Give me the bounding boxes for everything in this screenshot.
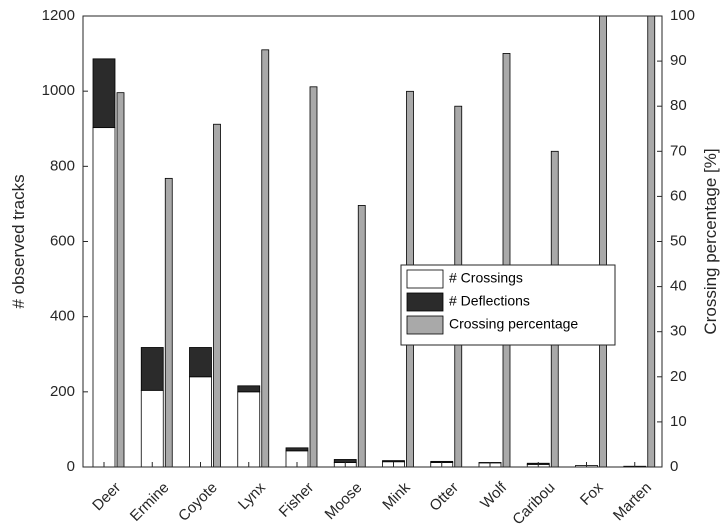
- y-right-tick-label: 10: [670, 413, 687, 430]
- x-tick-label: Lynx: [235, 479, 269, 513]
- y-tick-label: 1000: [42, 82, 75, 99]
- bar-crossings-lynx: [237, 391, 261, 468]
- bar-crossings-deer: [92, 127, 116, 468]
- bar-crossings-coyote: [189, 376, 212, 468]
- y-tick-label: 400: [50, 308, 75, 325]
- legend-swatch-2: [406, 292, 444, 312]
- y-right-axis-title: Crossing percentage [%]: [701, 148, 720, 334]
- y-right-tick-label: 0: [670, 458, 678, 475]
- y-tick-label: 0: [67, 458, 75, 475]
- bar-deflections-coyote: [189, 347, 212, 378]
- x-tick-label: Wolf: [477, 479, 511, 513]
- x-tick-label: Fox: [577, 479, 607, 509]
- bar-crossing-percentage-lynx: [261, 49, 270, 468]
- bar-crossing-percentage-wolf: [502, 53, 511, 468]
- bar-deflections-mink: [382, 460, 405, 463]
- legend: # Crossings # Deflections Crossing percent…: [400, 264, 616, 346]
- y-right-tick-label: 90: [670, 52, 687, 69]
- x-tick-label: Deer: [89, 479, 124, 514]
- bar-crossing-percentage-fox: [599, 15, 607, 468]
- y-axis-title: # observed tracks: [9, 174, 28, 308]
- y-tick-label: 200: [50, 383, 75, 400]
- bar-crossing-percentage-ermine: [164, 177, 173, 468]
- y-right-tick-label: 20: [670, 368, 687, 385]
- x-tick-label: Coyote: [175, 479, 221, 525]
- bar-crossing-percentage-coyote: [213, 123, 221, 468]
- y-right-tick-label: 80: [670, 97, 687, 114]
- x-tick-label: Ermine: [127, 479, 173, 525]
- legend-label-2: # Deflections: [449, 293, 530, 309]
- x-tick-label: Mink: [379, 479, 414, 514]
- y-tick-label: 1200: [42, 7, 75, 24]
- bar-deflections-deer: [92, 58, 116, 129]
- bars-layer: [92, 15, 656, 468]
- legend-label-3: Crossing percentage: [449, 316, 578, 332]
- y-tick-label: 800: [50, 157, 75, 174]
- legend-label-1: # Crossings: [449, 270, 523, 286]
- y-right-tick-label: 30: [670, 323, 687, 340]
- y-right-tick-label: 40: [670, 278, 687, 295]
- bar-crossings-ermine: [140, 389, 164, 468]
- x-tick-label: Fisher: [276, 479, 317, 520]
- bar-deflections-fisher: [285, 447, 309, 452]
- y-tick-label: 600: [50, 232, 75, 249]
- x-tick-label: Caribou: [509, 479, 558, 528]
- bar-crossing-percentage-marten: [647, 15, 656, 468]
- bar-crossing-percentage-moose: [357, 205, 366, 468]
- y-right-tick-label: 70: [670, 142, 687, 159]
- legend-swatch-1: [406, 269, 444, 289]
- bar-deflections-ermine: [140, 347, 164, 391]
- bar-crossing-percentage-fisher: [309, 86, 318, 468]
- x-tick-label: Marten: [610, 479, 655, 524]
- y-right-tick-label: 100: [670, 7, 695, 24]
- y-right-tick-label: 50: [670, 232, 687, 249]
- bar-crossing-percentage-deer: [116, 92, 125, 468]
- y-right-tick-label: 60: [670, 187, 687, 204]
- x-tick-label: Moose: [322, 479, 366, 523]
- x-tick-label: Otter: [426, 479, 462, 515]
- bar-deflections-lynx: [237, 385, 261, 393]
- legend-swatch-3: [406, 315, 444, 335]
